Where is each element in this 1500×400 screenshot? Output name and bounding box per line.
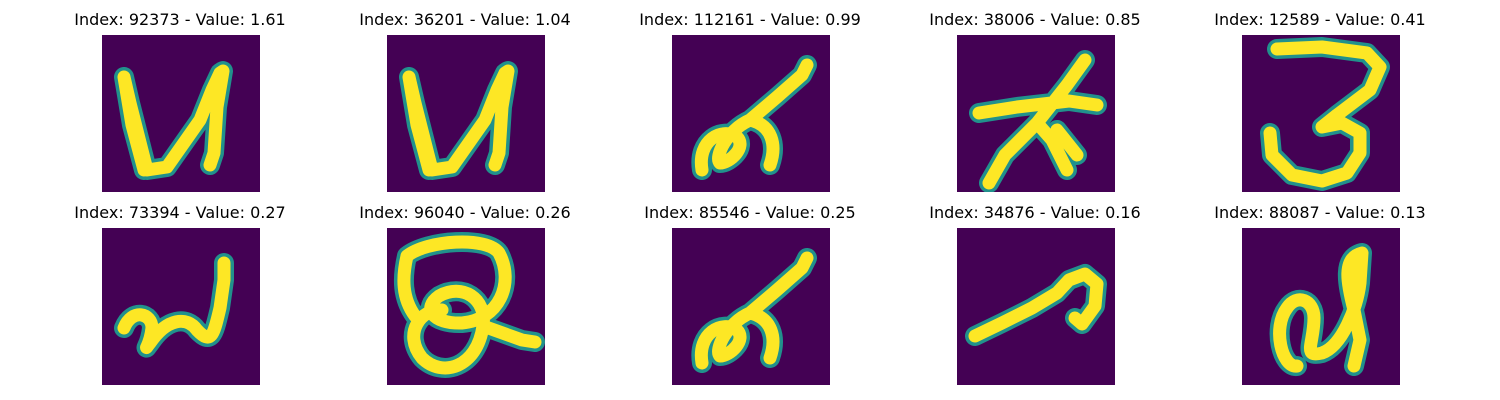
value-label: - Value: [1319, 10, 1391, 29]
stroke-core [1273, 246, 1369, 373]
value-value: 0.27 [250, 203, 286, 222]
character-image [1242, 35, 1400, 192]
panel-title: Index: 34876 - Value: 0.16 [885, 203, 1185, 223]
stroke-core [694, 58, 814, 177]
index-label: Index: [929, 10, 984, 29]
panel-title: Index: 38006 - Value: 0.85 [885, 10, 1185, 30]
glyph-loop-hook [691, 55, 817, 180]
glyph-cross [969, 50, 1107, 192]
panel-title: Index: 36201 - Value: 1.04 [315, 10, 615, 30]
index-value: 88087 [1268, 203, 1320, 222]
glyph-u [399, 61, 518, 180]
glyph-three [1260, 37, 1390, 191]
character-image [957, 228, 1115, 385]
value-value: 0.99 [825, 10, 861, 29]
index-label: Index: [74, 10, 129, 29]
panel-title: Index: 92373 - Value: 1.61 [30, 10, 330, 30]
value-value: 0.25 [820, 203, 856, 222]
index-label: Index: [74, 203, 129, 222]
glyph-n [1269, 243, 1372, 376]
grid-panel: Index: 34876 - Value: 0.16 [885, 193, 1185, 385]
value-value: 0.13 [1390, 203, 1426, 222]
value-value: 1.04 [535, 10, 571, 29]
value-label: - Value: [749, 203, 821, 222]
value-label: - Value: [464, 203, 536, 222]
character-image [672, 35, 830, 192]
character-image [102, 228, 260, 385]
index-value: 36201 [413, 10, 465, 29]
index-value: 112161 [693, 10, 755, 29]
panel-title: Index: 73394 - Value: 0.27 [30, 203, 330, 223]
panel-title: Index: 12589 - Value: 0.41 [1170, 10, 1470, 30]
character-image [387, 35, 545, 192]
grid-panel: Index: 85546 - Value: 0.25 [600, 193, 900, 385]
glyph-loop-hook [691, 248, 817, 373]
index-label: Index: [644, 203, 699, 222]
stroke-core [968, 267, 1104, 343]
index-value: 34876 [983, 203, 1035, 222]
character-image [672, 228, 830, 385]
index-label: Index: [1214, 10, 1269, 29]
stroke-core [117, 256, 231, 354]
character-image [1242, 228, 1400, 385]
index-label: Index: [929, 203, 984, 222]
index-value: 92373 [128, 10, 180, 29]
value-label: - Value: [1034, 203, 1106, 222]
stroke-core [402, 64, 515, 177]
grid-panel: Index: 96040 - Value: 0.26 [315, 193, 615, 385]
grid-panel: Index: 112161 - Value: 0.99 [600, 0, 900, 192]
index-value: 96040 [413, 203, 465, 222]
stroke-core [1263, 40, 1387, 188]
stroke-core [117, 64, 230, 177]
grid-panel: Index: 36201 - Value: 1.04 [315, 0, 615, 192]
index-label: Index: [1214, 203, 1269, 222]
value-label: - Value: [464, 10, 536, 29]
index-value: 38006 [983, 10, 1035, 29]
panel-title: Index: 85546 - Value: 0.25 [600, 203, 900, 223]
panel-title: Index: 88087 - Value: 0.13 [1170, 203, 1470, 223]
value-label: - Value: [1034, 10, 1106, 29]
value-value: 0.26 [535, 203, 571, 222]
index-value: 85546 [698, 203, 750, 222]
value-value: 0.41 [1390, 10, 1426, 29]
index-label: Index: [359, 203, 414, 222]
stroke-core [972, 53, 1104, 190]
glyph-comma [965, 264, 1107, 346]
grid-panel: Index: 92373 - Value: 1.61 [30, 0, 330, 192]
index-label: Index: [359, 10, 414, 29]
character-image [387, 228, 545, 385]
stroke-core [397, 235, 542, 375]
value-label: - Value: [1319, 203, 1391, 222]
panel-title: Index: 96040 - Value: 0.26 [315, 203, 615, 223]
value-label: - Value: [754, 10, 826, 29]
stroke-core [694, 251, 814, 370]
glyph-wave [114, 253, 234, 358]
index-value: 73394 [128, 203, 180, 222]
grid-panel: Index: 73394 - Value: 0.27 [30, 193, 330, 385]
glyph-u [114, 61, 233, 180]
index-value: 12589 [1268, 10, 1320, 29]
value-label: - Value: [179, 10, 251, 29]
value-value: 1.61 [250, 10, 286, 29]
value-value: 0.85 [1105, 10, 1141, 29]
grid-panel: Index: 12589 - Value: 0.41 [1170, 0, 1470, 192]
value-value: 0.16 [1105, 203, 1141, 222]
value-label: - Value: [179, 203, 251, 222]
character-image [957, 35, 1115, 192]
glyph-rings [393, 231, 545, 378]
index-label: Index: [639, 10, 694, 29]
grid-panel: Index: 88087 - Value: 0.13 [1170, 193, 1470, 385]
character-image [102, 35, 260, 192]
grid-panel: Index: 38006 - Value: 0.85 [885, 0, 1185, 192]
panel-title: Index: 112161 - Value: 0.99 [600, 10, 900, 30]
